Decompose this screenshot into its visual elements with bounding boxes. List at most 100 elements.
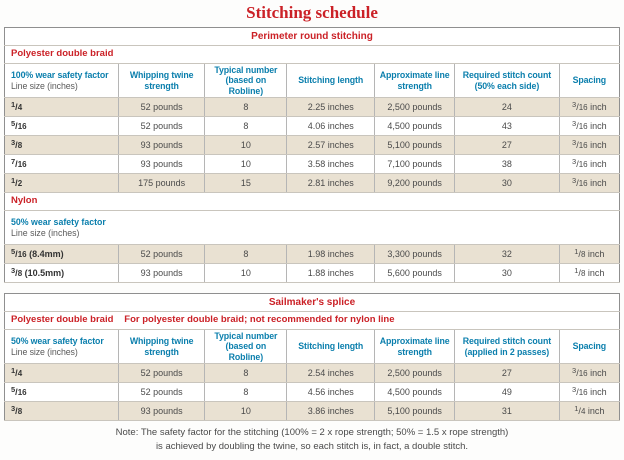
table-cell: 52 pounds bbox=[117, 97, 205, 117]
perimeter-round-stitching-table: Perimeter round stitching Polyester doub… bbox=[4, 27, 620, 283]
table-cell: 2.81 inches bbox=[286, 173, 375, 193]
header-whipping-twine: Whipping twine strength bbox=[117, 63, 205, 98]
spacing-cell: 3/16 inch bbox=[558, 116, 620, 136]
table-row: 3/8 93 pounds 10 2.57 inches 5,100 pound… bbox=[4, 135, 620, 155]
table-cell: 43 bbox=[454, 116, 560, 136]
column-header-row: 50% wear safety factor Line size (inches… bbox=[4, 329, 620, 364]
table-cell: 5,100 pounds bbox=[374, 401, 455, 421]
table-cell: 1.88 inches bbox=[286, 263, 375, 283]
table-cell: 52 pounds bbox=[117, 363, 205, 383]
header-stitch-count: Required stitch count (50% each side) bbox=[454, 63, 560, 98]
table-cell: 49 bbox=[454, 382, 560, 402]
spacing-cell: 3/16 inch bbox=[558, 363, 620, 383]
spacing-cell: 3/16 inch bbox=[558, 173, 620, 193]
table-cell: 24 bbox=[454, 97, 560, 117]
footnote: Note: The safety factor for the stitchin… bbox=[0, 426, 624, 454]
table-row: 5/16 52 pounds 8 4.56 inches 4,500 pound… bbox=[4, 382, 620, 402]
table-title-row: Perimeter round stitching bbox=[4, 27, 620, 46]
page-title: Stitching schedule bbox=[246, 3, 378, 22]
table-cell: 9,200 pounds bbox=[374, 173, 455, 193]
line-size-cell: 3/8 (10.5mm) bbox=[4, 263, 119, 283]
table-cell: 27 bbox=[454, 135, 560, 155]
table-title: Sailmaker's splice bbox=[4, 293, 620, 312]
header-typical-number: Typical number (based on Robline) bbox=[204, 63, 287, 98]
table-cell: 2.54 inches bbox=[286, 363, 375, 383]
line-size-label: Line size (inches) bbox=[11, 347, 78, 357]
column-header-row: 100% wear safety factor Line size (inche… bbox=[4, 63, 620, 98]
footnote-line: Note: The safety factor for the stitchin… bbox=[115, 427, 509, 438]
table-title-row: Sailmaker's splice bbox=[4, 293, 620, 312]
material-row: Nylon bbox=[4, 192, 620, 211]
table-cell: 93 pounds bbox=[117, 401, 205, 421]
table-cell: 93 pounds bbox=[117, 154, 205, 174]
spacing-cell: 3/16 inch bbox=[558, 154, 620, 174]
header-line-size: 50% wear safety factor Line size (inches… bbox=[4, 329, 119, 364]
table-row: 3/8 (10.5mm) 93 pounds 10 1.88 inches 5,… bbox=[4, 263, 620, 283]
material-label: Nylon bbox=[4, 192, 620, 211]
safety-factor-label: 50% wear safety factor bbox=[11, 216, 106, 227]
table-row: 5/16 (8.4mm) 52 pounds 8 1.98 inches 3,3… bbox=[4, 244, 620, 264]
table-row: 3/8 93 pounds 10 3.86 inches 5,100 pound… bbox=[4, 401, 620, 421]
header-line-size: 50% wear safety factor Line size (inches… bbox=[4, 210, 620, 245]
table-cell: 30 bbox=[454, 263, 560, 283]
table-cell: 8 bbox=[204, 363, 287, 383]
line-size-cell: 1/4 bbox=[4, 363, 119, 383]
table-cell: 2.25 inches bbox=[286, 97, 375, 117]
header-line-strength: Approximate line strength bbox=[374, 329, 455, 364]
material-note: For polyester double braid; not recommen… bbox=[118, 311, 620, 330]
table-cell: 4.06 inches bbox=[286, 116, 375, 136]
safety-factor-label: 50% wear safety factor bbox=[11, 335, 104, 346]
header-spacing: Spacing bbox=[558, 329, 620, 364]
table-cell: 4.56 inches bbox=[286, 382, 375, 402]
sub-header-row: 50% wear safety factor Line size (inches… bbox=[4, 210, 620, 245]
table-cell: 4,500 pounds bbox=[374, 382, 455, 402]
spacing-cell: 1/4 inch bbox=[558, 401, 620, 421]
table-cell: 4,500 pounds bbox=[374, 116, 455, 136]
header-stitch-count: Required stitch count (applied in 2 pass… bbox=[454, 329, 560, 364]
table-cell: 8 bbox=[204, 116, 287, 136]
material-row: Polyester double braid bbox=[4, 45, 620, 64]
safety-factor-label: 100% wear safety factor bbox=[11, 69, 109, 80]
table-cell: 2,500 pounds bbox=[374, 363, 455, 383]
table-cell: 2,500 pounds bbox=[374, 97, 455, 117]
table-cell: 8 bbox=[204, 244, 287, 264]
table-cell: 5,100 pounds bbox=[374, 135, 455, 155]
line-size-cell: 1/4 bbox=[4, 97, 119, 117]
line-size-cell: 3/8 bbox=[4, 401, 119, 421]
table-row: 1/4 52 pounds 8 2.54 inches 2,500 pounds… bbox=[4, 363, 620, 383]
spacing-cell: 3/16 inch bbox=[558, 135, 620, 155]
table-cell: 10 bbox=[204, 154, 287, 174]
header-line-size: 100% wear safety factor Line size (inche… bbox=[4, 63, 119, 98]
sailmakers-splice-table: Sailmaker's splice Polyester double brai… bbox=[4, 293, 620, 421]
material-label: Polyester double braid bbox=[4, 45, 620, 64]
table-cell: 1.98 inches bbox=[286, 244, 375, 264]
spacing-cell: 3/16 inch bbox=[558, 97, 620, 117]
table-cell: 52 pounds bbox=[117, 116, 205, 136]
table-title: Perimeter round stitching bbox=[4, 27, 620, 46]
table-cell: 7,100 pounds bbox=[374, 154, 455, 174]
line-size-label: Line size (inches) bbox=[11, 81, 78, 91]
table-cell: 30 bbox=[454, 173, 560, 193]
header-stitching-length: Stitching length bbox=[286, 329, 375, 364]
material-label: Polyester double braid bbox=[4, 311, 119, 330]
table-row: 1/4 52 pounds 8 2.25 inches 2,500 pounds… bbox=[4, 97, 620, 117]
header-line-strength: Approximate line strength bbox=[374, 63, 455, 98]
line-size-cell: 3/8 bbox=[4, 135, 119, 155]
table-gap bbox=[0, 283, 624, 293]
footnote-line: is achieved by doubling the twine, so ea… bbox=[155, 440, 469, 452]
spacing-cell: 1/8 inch bbox=[558, 244, 620, 264]
header-stitching-length: Stitching length bbox=[286, 63, 375, 98]
table-cell: 5,600 pounds bbox=[374, 263, 455, 283]
table-cell: 10 bbox=[204, 135, 287, 155]
spacing-cell: 3/16 inch bbox=[558, 382, 620, 402]
table-cell: 52 pounds bbox=[117, 382, 205, 402]
line-size-cell: 7/16 bbox=[4, 154, 119, 174]
spacing-cell: 1/8 inch bbox=[558, 263, 620, 283]
table-cell: 10 bbox=[204, 401, 287, 421]
table-cell: 38 bbox=[454, 154, 560, 174]
table-row: 5/16 52 pounds 8 4.06 inches 4,500 pound… bbox=[4, 116, 620, 136]
header-spacing: Spacing bbox=[558, 63, 620, 98]
table-cell: 3.86 inches bbox=[286, 401, 375, 421]
line-size-cell: 5/16 (8.4mm) bbox=[4, 244, 119, 264]
